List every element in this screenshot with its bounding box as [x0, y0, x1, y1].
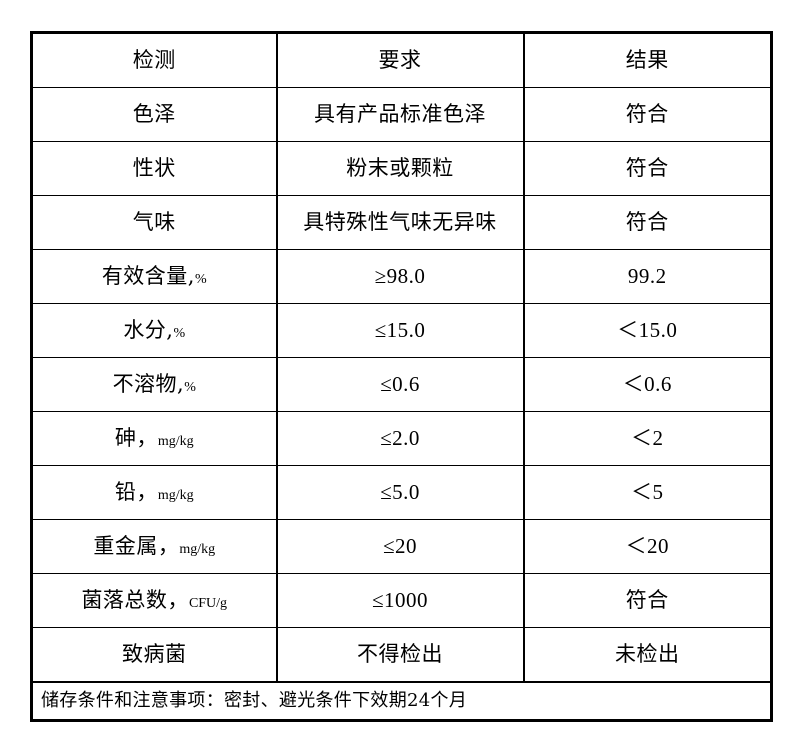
table-row: 菌落总数，CFU/g ≤1000 符合	[30, 573, 773, 628]
cell-item: 水分,%	[30, 303, 278, 358]
item-label: 性状	[132, 156, 176, 181]
cell-item: 有效含量,%	[30, 249, 278, 304]
cell-result: ＜0.6	[522, 357, 773, 412]
cell-result: 99.2	[522, 249, 773, 304]
item-label: 重金属，	[93, 534, 180, 559]
cell-requirement: 具特殊性气味无异味	[275, 195, 525, 250]
cell-requirement: 不得检出	[275, 627, 525, 683]
cell-result: ＜20	[522, 519, 773, 574]
cell-requirement: ≥98.0	[275, 249, 525, 304]
cell-item: 性状	[30, 141, 278, 196]
table-header-row: 检测 要求 结果	[30, 31, 773, 88]
item-label: 铅，	[114, 480, 158, 505]
cell-requirement: ≤2.0	[275, 411, 525, 466]
item-label: 砷，	[114, 426, 158, 451]
item-unit: CFU/g	[188, 596, 228, 612]
item-unit: %	[195, 272, 207, 288]
table-row: 气味 具特殊性气味无异味 符合	[30, 195, 773, 250]
table-row: 致病菌 不得检出 未检出	[30, 627, 773, 683]
cell-item: 气味	[30, 195, 278, 250]
cell-result: 符合	[522, 195, 773, 250]
cell-item: 重金属，mg/kg	[30, 519, 278, 574]
cell-result: 符合	[522, 141, 773, 196]
table-row: 水分,% ≤15.0 ＜15.0	[30, 303, 773, 358]
table-row: 色泽 具有产品标准色泽 符合	[30, 87, 773, 142]
cell-requirement: 具有产品标准色泽	[275, 87, 525, 142]
cell-item: 铅，mg/kg	[30, 465, 278, 520]
table-row: 有效含量,% ≥98.0 99.2	[30, 249, 773, 304]
item-label: 有效含量,	[101, 264, 195, 289]
cell-requirement: ≤1000	[275, 573, 525, 628]
table-row: 重金属，mg/kg ≤20 ＜20	[30, 519, 773, 574]
cell-requirement: ≤0.6	[275, 357, 525, 412]
inspection-spec-table: 检测 要求 结果 色泽 具有产品标准色泽 符合 性状 粉末或颗粒 符合 气味 具…	[30, 31, 773, 722]
cell-result: ＜15.0	[522, 303, 773, 358]
item-label: 不溶物,	[112, 372, 185, 397]
item-unit: mg/kg	[179, 542, 216, 558]
table-row: 铅，mg/kg ≤5.0 ＜5	[30, 465, 773, 520]
cell-requirement: ≤15.0	[275, 303, 525, 358]
cell-item: 菌落总数，CFU/g	[30, 573, 278, 628]
item-label: 色泽	[132, 102, 176, 127]
storage-conditions-note: 储存条件和注意事项：密封、避光条件下效期24个月	[30, 681, 773, 722]
cell-item: 色泽	[30, 87, 278, 142]
item-unit: mg/kg	[157, 488, 194, 504]
cell-requirement: ≤20	[275, 519, 525, 574]
cell-result: 符合	[522, 573, 773, 628]
column-header-result: 结果	[522, 31, 773, 88]
cell-item: 砷，mg/kg	[30, 411, 278, 466]
cell-requirement: ≤5.0	[275, 465, 525, 520]
cell-result: ＜2	[522, 411, 773, 466]
column-header-requirement: 要求	[275, 31, 525, 88]
item-label: 气味	[132, 210, 176, 235]
table-body: 检测 要求 结果 色泽 具有产品标准色泽 符合 性状 粉末或颗粒 符合 气味 具…	[30, 31, 773, 722]
item-unit: %	[184, 380, 196, 396]
cell-result: 未检出	[522, 627, 773, 683]
table-row: 砷，mg/kg ≤2.0 ＜2	[30, 411, 773, 466]
cell-result: 符合	[522, 87, 773, 142]
item-unit: mg/kg	[157, 434, 194, 450]
cell-result: ＜5	[522, 465, 773, 520]
item-label: 菌落总数，	[81, 588, 189, 613]
cell-item: 不溶物,%	[30, 357, 278, 412]
item-unit: %	[173, 326, 186, 342]
table-row: 不溶物,% ≤0.6 ＜0.6	[30, 357, 773, 412]
item-label: 水分,	[123, 318, 174, 343]
table-footer-row: 储存条件和注意事项：密封、避光条件下效期24个月	[30, 681, 773, 722]
cell-item: 致病菌	[30, 627, 278, 683]
table-row: 性状 粉末或颗粒 符合	[30, 141, 773, 196]
cell-requirement: 粉末或颗粒	[275, 141, 525, 196]
column-header-item: 检测	[30, 31, 278, 88]
item-label: 致病菌	[122, 642, 187, 667]
